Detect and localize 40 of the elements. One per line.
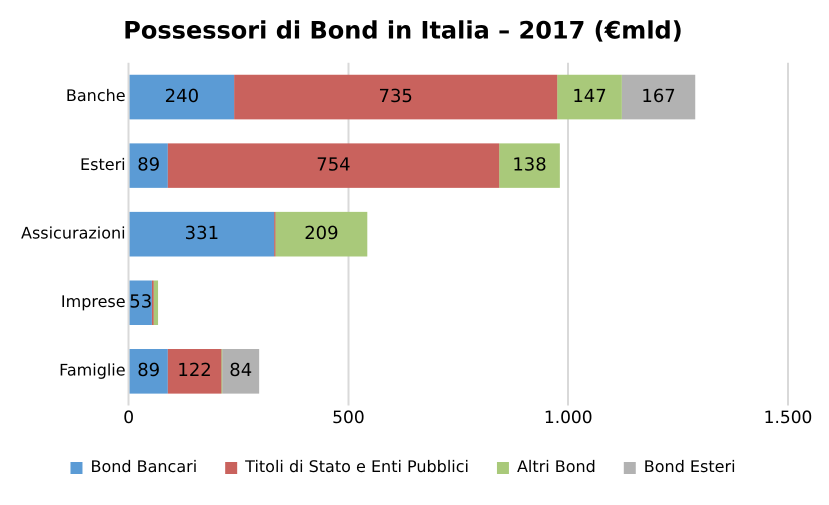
- chart-title: Possessori di Bond in Italia – 2017 (€mld): [123, 16, 683, 45]
- data-label: 240: [164, 86, 200, 107]
- x-tick-label: 500: [332, 408, 365, 428]
- data-label: 209: [304, 222, 339, 244]
- bar: [222, 349, 260, 394]
- data-label: 89: [137, 154, 160, 176]
- y-tick-label: Esteri: [80, 154, 126, 174]
- legend-label: Bond Esteri: [644, 457, 736, 476]
- bar: [168, 349, 222, 394]
- data-label: 122: [177, 360, 212, 381]
- x-tick-label: 1.000: [544, 408, 593, 428]
- data-label: 735: [378, 86, 413, 107]
- data-label: 754: [316, 154, 351, 176]
- bar: [557, 74, 622, 120]
- bar: [622, 74, 696, 120]
- data-label: 138: [512, 154, 547, 176]
- x-tick-label: 1.500: [764, 408, 812, 428]
- bar: [234, 74, 558, 120]
- bar: [154, 280, 158, 326]
- data-label: 167: [641, 86, 676, 107]
- x-tick-label: 0: [123, 408, 134, 428]
- y-tick-label: Assicurazioni: [20, 223, 126, 242]
- bar: [130, 143, 168, 188]
- data-label: 147: [572, 86, 607, 107]
- bar: [130, 212, 274, 256]
- data-label: 331: [184, 222, 220, 244]
- y-tick-label: Imprese: [60, 292, 126, 311]
- legend-label: Altri Bond: [516, 457, 596, 476]
- data-label: 84: [229, 360, 252, 381]
- bar: [275, 212, 368, 256]
- legend-label: Titoli di Stato e Enti Pubblici: [244, 457, 469, 476]
- bar: [130, 349, 168, 394]
- legend-label: Bond Bancari: [90, 457, 198, 476]
- y-tick-label: Famiglie: [59, 360, 126, 380]
- data-label: 89: [137, 360, 160, 381]
- bar: [499, 143, 560, 188]
- bar: [130, 74, 234, 120]
- data-label: 53: [129, 291, 152, 312]
- y-tick-label: Banche: [66, 86, 126, 106]
- bar: [168, 143, 500, 188]
